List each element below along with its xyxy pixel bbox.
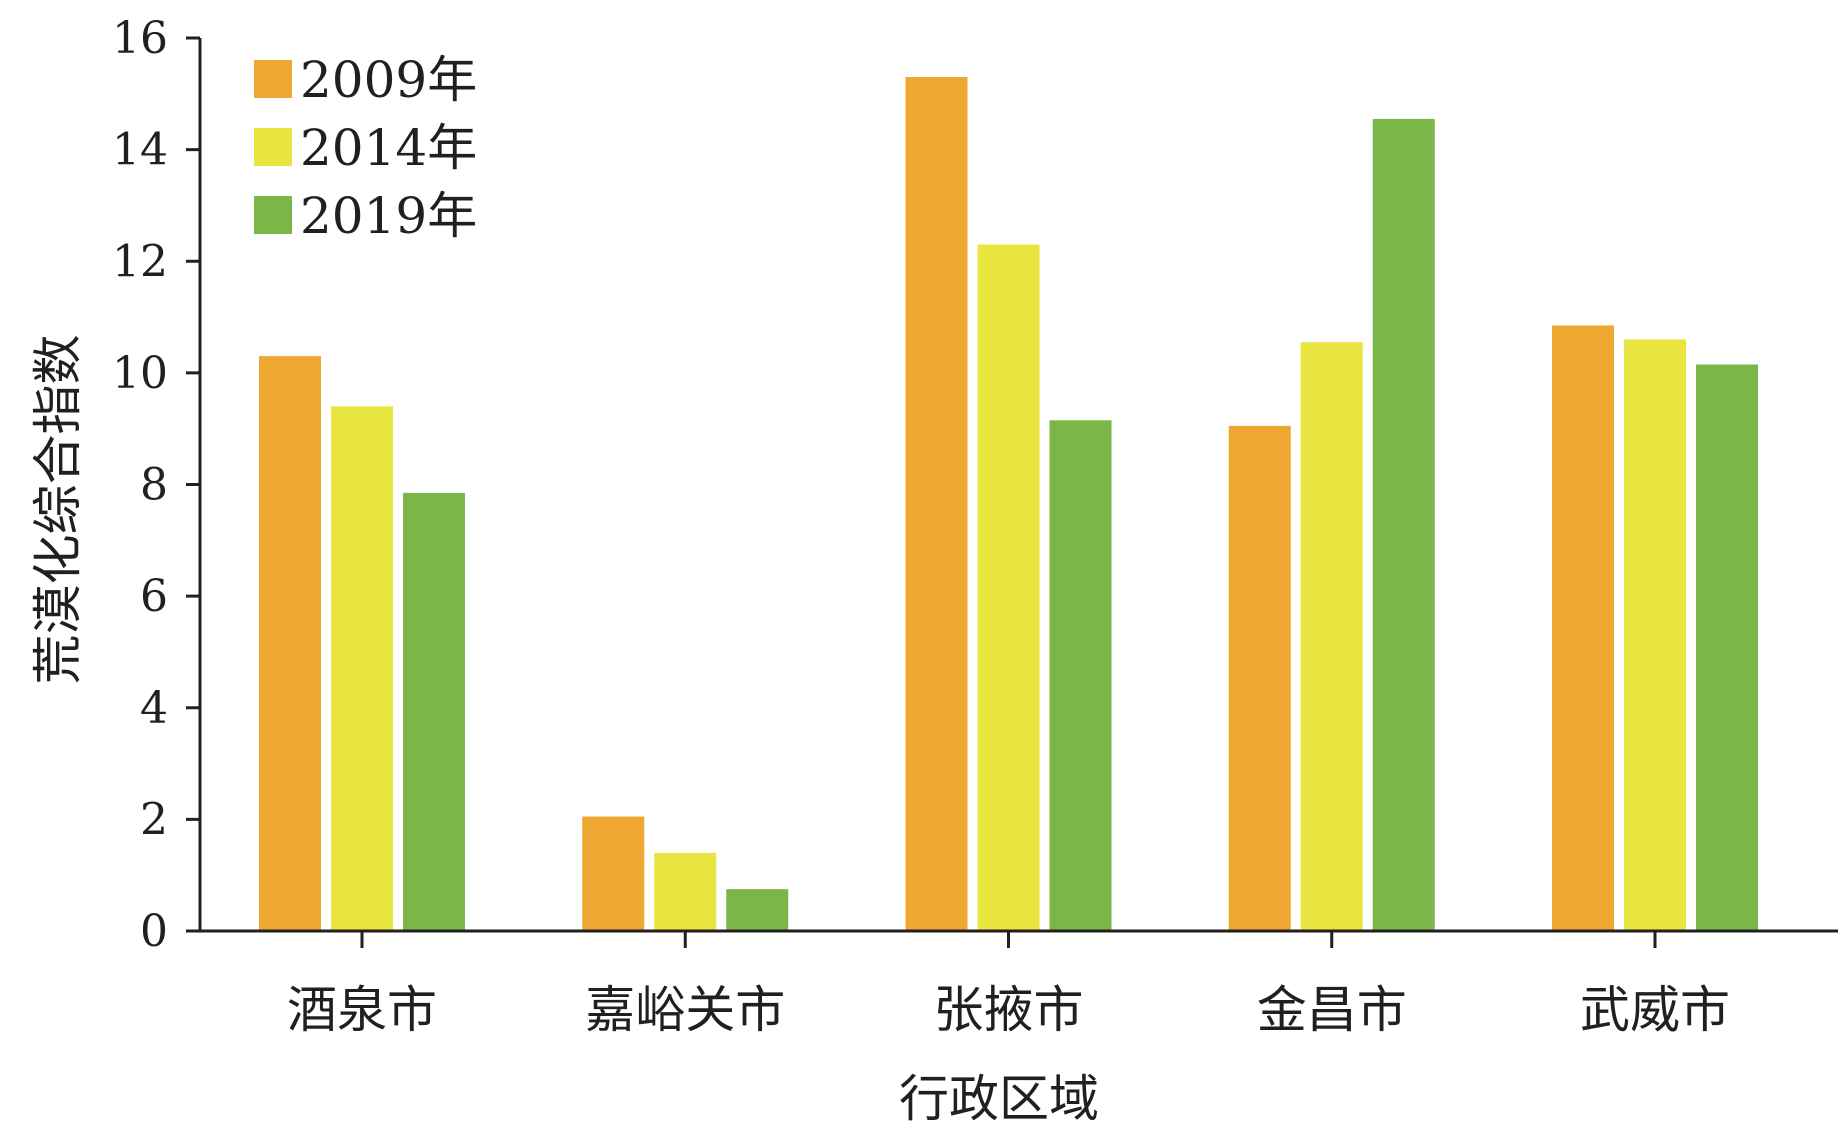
legend-label-1: 2014年 [300, 119, 477, 177]
bar-1-2 [977, 244, 1040, 932]
legend-swatch-0 [254, 60, 292, 98]
y-axis-title: 荒漠化综合指数 [29, 335, 87, 685]
bar-2-1 [726, 889, 789, 931]
y-tick-label: 14 [112, 125, 168, 176]
legend-swatch-2 [254, 196, 292, 234]
category-label: 武威市 [1580, 981, 1730, 1039]
legend-label-0: 2009年 [300, 51, 477, 109]
legend: 2009年 2014年 2019年 [254, 51, 477, 245]
bar-1-0 [331, 406, 393, 931]
bar-0-3 [1228, 425, 1291, 931]
bar-2-0 [403, 492, 465, 931]
y-tick-label: 10 [112, 348, 168, 399]
y-tick-label: 4 [140, 683, 168, 734]
bar-0-1 [582, 816, 645, 931]
y-tick-label: 16 [112, 13, 168, 64]
bar-1-3 [1300, 342, 1363, 932]
legend-swatch-1 [254, 128, 292, 166]
y-ticks: 0 2 4 6 8 10 12 14 16 [112, 13, 200, 957]
x-ticks: 酒泉市 嘉峪关市 张掖市 金昌市 武威市 [287, 931, 1730, 1039]
bar-2-3 [1372, 118, 1435, 932]
bar-1-4 [1624, 339, 1686, 931]
category-label: 嘉峪关市 [585, 981, 785, 1039]
category-label: 金昌市 [1257, 981, 1407, 1039]
bar-2-4 [1696, 364, 1758, 931]
y-tick-label: 2 [140, 794, 168, 845]
y-tick-label: 0 [140, 906, 168, 957]
bar-0-0 [259, 356, 321, 932]
bars-layer [259, 77, 1758, 932]
bar-1-1 [654, 852, 717, 931]
y-tick-label: 6 [140, 571, 168, 622]
bar-2-2 [1049, 420, 1112, 931]
category-label: 张掖市 [934, 981, 1084, 1039]
legend-label-2: 2019年 [300, 187, 477, 245]
category-label: 酒泉市 [287, 981, 437, 1039]
y-tick-label: 12 [112, 236, 168, 287]
x-axis-title: 行政区域 [899, 1070, 1099, 1128]
y-tick-label: 8 [140, 460, 168, 511]
bar-0-4 [1552, 325, 1614, 931]
bar-0-2 [905, 77, 968, 932]
